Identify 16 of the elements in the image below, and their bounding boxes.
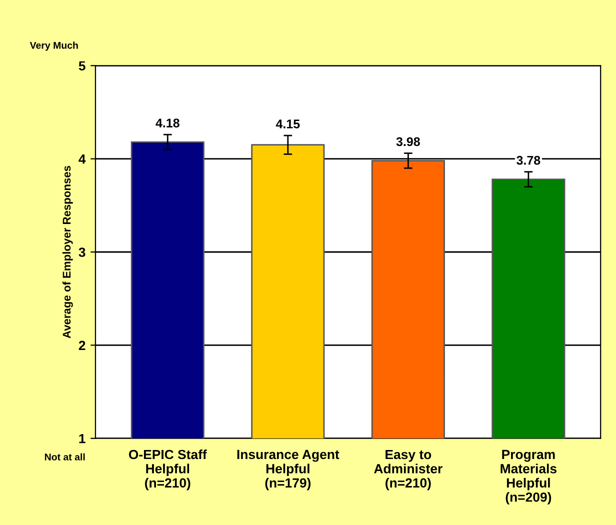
y-axis-title: Average of Employer Responses [62, 166, 73, 338]
x-tick-label: Insurance Agent Helpful (n=179) [237, 450, 340, 490]
data-label: 3.78 [516, 156, 540, 165]
data-label: 4.15 [276, 120, 300, 128]
text: Not at all [44, 453, 85, 460]
data-label: 3.98 [396, 137, 420, 146]
data-label: 4.18 [156, 118, 180, 128]
x-tick-label: Program Materials Helpful (n=209) [500, 450, 557, 504]
x-tick-label: Easy to Administer (n=210) [374, 450, 442, 490]
y-tick-label: 2 [78, 340, 86, 350]
y-tick-label: 3 [78, 248, 86, 257]
y-tick-label: 5 [78, 61, 86, 71]
y-tick-label: 4 [78, 154, 86, 164]
x-tick-label: O-EPIC Staff Helpful (n=210) [128, 449, 207, 490]
y-tick-label: 1 [79, 434, 86, 444]
text: Very Much [30, 42, 78, 51]
